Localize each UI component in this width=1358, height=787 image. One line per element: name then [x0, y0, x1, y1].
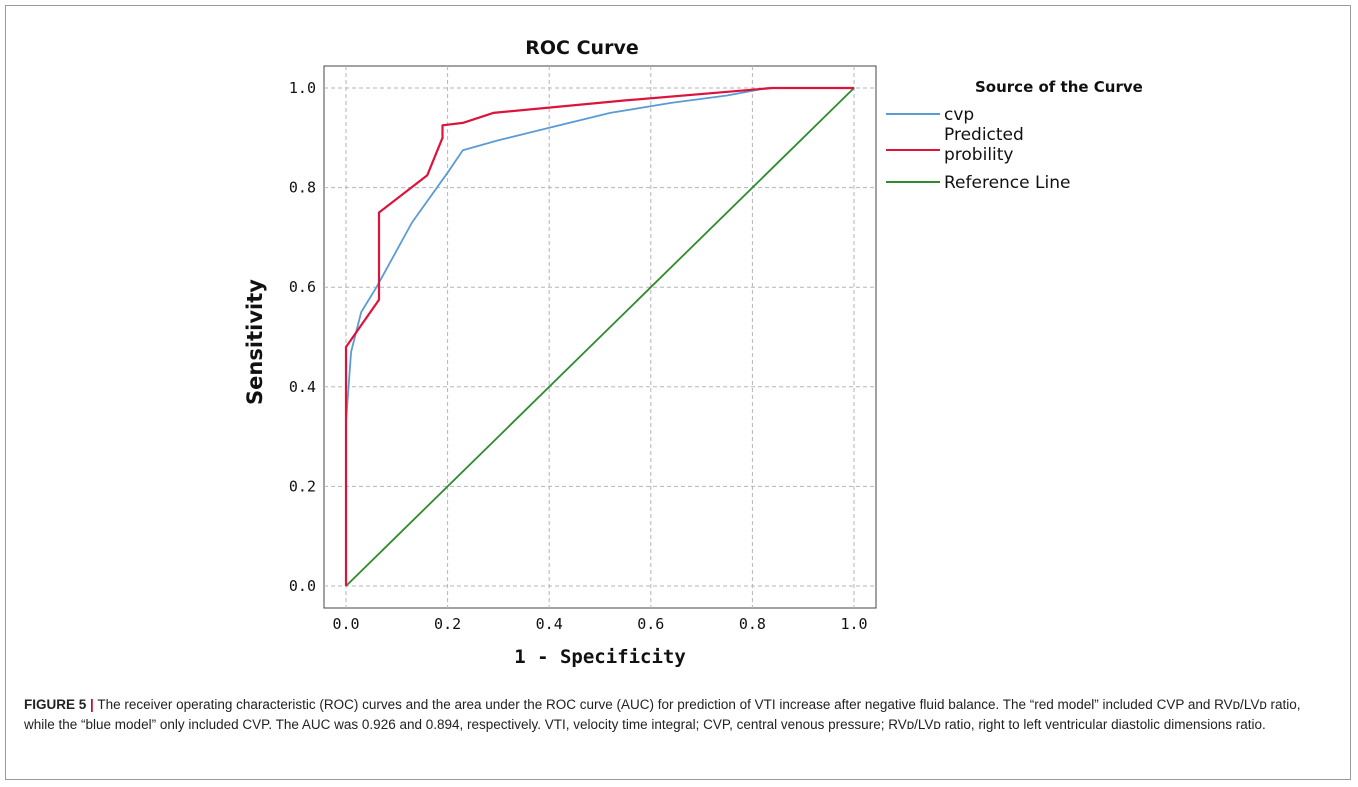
- y-axis-label: Sensitivity: [243, 279, 267, 405]
- y-tick-label: 0.6: [289, 278, 316, 296]
- y-tick-label: 0.8: [289, 179, 316, 197]
- x-tick-label: 0.8: [739, 615, 766, 633]
- legend-title: Source of the Curve: [975, 78, 1143, 96]
- tick-labels: 0.0 0.2 0.4 0.6 0.8 1.0 0.0 0.2 0.4 0.6 0.8 1.0: [289, 79, 868, 633]
- predicted-probility-line: [344, 86, 854, 586]
- y-tick-label: 0.4: [289, 378, 316, 396]
- y-tick-label: 0.2: [289, 477, 316, 495]
- x-tick-label: 0.0: [332, 615, 359, 633]
- x-tick-label: 0.4: [536, 615, 563, 633]
- legend-label: Reference Line: [944, 173, 1070, 193]
- x-tick-label: 0.2: [434, 615, 461, 633]
- chart-title: ROC Curve: [525, 37, 638, 59]
- legend-label: Predicted: [944, 125, 1024, 145]
- x-tick-label: 0.6: [637, 615, 664, 633]
- caption-text: The receiver operating characteristic (R…: [24, 697, 1301, 732]
- x-axis-label: 1 - Specificity: [514, 646, 686, 668]
- figure-frame: [5, 5, 1351, 780]
- caption-separator: |: [90, 697, 94, 712]
- x-tick-label: 1.0: [840, 615, 867, 633]
- caption-label: FIGURE 5: [24, 697, 87, 712]
- series-layer: [344, 86, 855, 587]
- cvp-line: [345, 87, 854, 586]
- legend-label: probility: [944, 145, 1014, 165]
- legend: Source of the Curve cvpPredictedprobilit…: [886, 78, 1143, 193]
- plot-area: [323, 65, 877, 609]
- y-tick-label: 0.0: [289, 577, 316, 595]
- reference-line-line: [345, 87, 855, 587]
- figure-caption: FIGURE 5 | The receiver operating charac…: [24, 695, 1324, 735]
- legend-label: cvp: [944, 105, 974, 125]
- roc-chart: ROC Curve 0.0 0.2 0.4 0.6 0.8 1.0 0.0 0.2 0.4 0.6…: [243, 37, 1143, 668]
- y-tick-label: 1.0: [289, 79, 316, 97]
